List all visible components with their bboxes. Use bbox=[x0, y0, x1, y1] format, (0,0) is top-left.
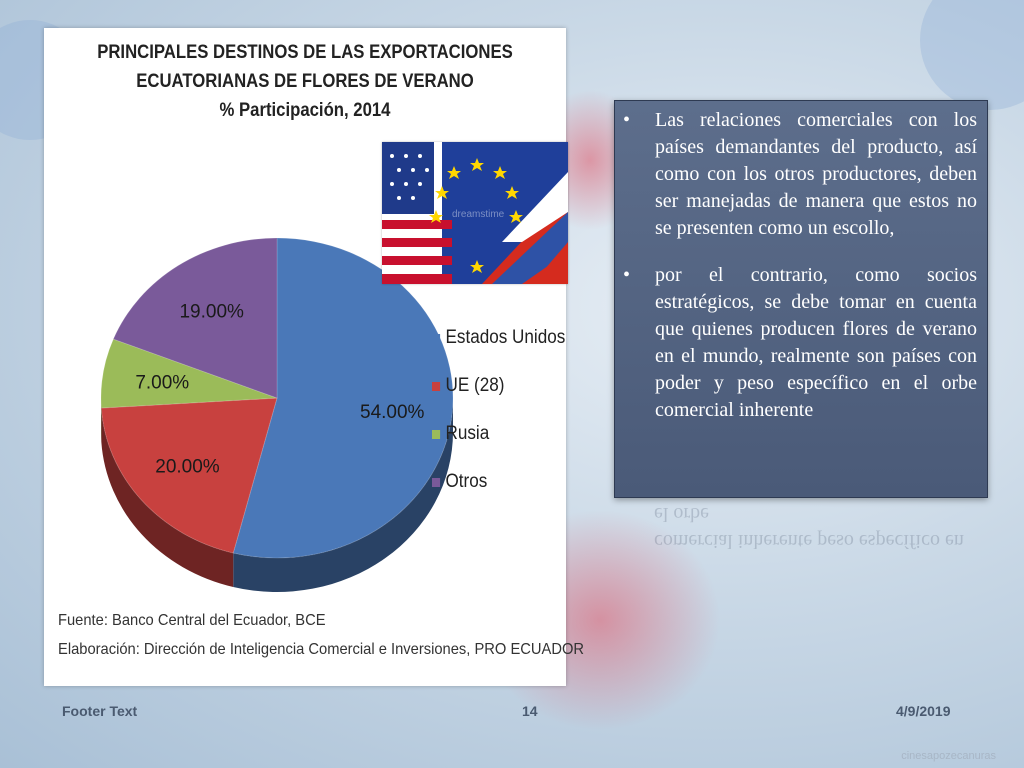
chart-source: Fuente: Banco Central del Ecuador, BCE E… bbox=[58, 606, 584, 664]
legend-item-estados-unidos: Estados Unidos bbox=[432, 314, 565, 362]
pie-label-ue-28-: 20.00% bbox=[155, 456, 220, 477]
legend-swatch bbox=[432, 477, 441, 487]
chart-title-line: PRINCIPALES DESTINOS DE LAS EXPORTACIONE… bbox=[97, 42, 513, 63]
pie-slice-ue-28- bbox=[100, 397, 278, 554]
source-line: Fuente: Banco Central del Ecuador, BCE bbox=[58, 612, 326, 629]
legend-item-otros: Otros bbox=[432, 458, 565, 506]
legend-label: Otros bbox=[445, 471, 488, 492]
legend-label: Rusia bbox=[445, 423, 490, 444]
flags-watermark: dreamstime bbox=[452, 209, 505, 220]
source-line: Elaboración: Dirección de Inteligencia C… bbox=[58, 641, 585, 658]
legend-label: Estados Unidos bbox=[445, 327, 566, 348]
bullet-list: Las relaciones comerciales con los paíse… bbox=[615, 101, 987, 424]
pie-slice-otros bbox=[112, 237, 278, 399]
legend-swatch bbox=[432, 429, 441, 439]
legend-swatch bbox=[432, 381, 441, 391]
pie-slice-rusia bbox=[100, 338, 278, 409]
legend-swatch bbox=[432, 333, 441, 343]
page-number: 14 bbox=[522, 703, 538, 719]
pie-label-otros: 19.00% bbox=[179, 302, 244, 323]
pie-side-ue-28- bbox=[101, 408, 234, 587]
pie-slice-estados-unidos bbox=[232, 237, 454, 559]
pie-side-estados-unidos bbox=[233, 398, 453, 593]
footer-date: 4/9/2019 bbox=[896, 703, 951, 719]
pie-chart: 54.00% 20.00% 7.00% 19.00% bbox=[100, 237, 454, 593]
bullet-item: por el contrario, como socios estratégic… bbox=[623, 262, 977, 424]
footer-text: Footer Text bbox=[62, 703, 138, 719]
flags-illustration: dreamstime bbox=[382, 142, 568, 284]
bullet-item: Las relaciones comerciales con los paíse… bbox=[623, 107, 977, 242]
pie-label-estados-unidos: 54.00% bbox=[360, 402, 425, 423]
chart-legend: Estados Unidos UE (28) Rusia Otros bbox=[432, 314, 580, 506]
chart-title-line: ECUATORIANAS DE FLORES DE VERANO bbox=[136, 71, 474, 92]
chart-title: PRINCIPALES DESTINOS DE LAS EXPORTACIONE… bbox=[75, 38, 534, 125]
legend-label: UE (28) bbox=[445, 375, 505, 396]
pie-label-rusia: 7.00% bbox=[135, 372, 189, 393]
legend-item-ue: UE (28) bbox=[432, 362, 565, 410]
watermark: cinesapozecanuras bbox=[901, 750, 996, 762]
legend-item-rusia: Rusia bbox=[432, 410, 565, 458]
text-box-reflection: comercial inherente peso específico en e… bbox=[614, 500, 988, 570]
chart-title-line: % Participación, 2014 bbox=[219, 100, 391, 121]
chart-image: PRINCIPALES DESTINOS DE LAS EXPORTACIONE… bbox=[44, 28, 584, 686]
reflection-text: comercial inherente peso específico en e… bbox=[654, 503, 964, 552]
flags-image: dreamstime bbox=[382, 142, 568, 284]
bullet-text-box: Las relaciones comerciales con los paíse… bbox=[614, 100, 988, 498]
